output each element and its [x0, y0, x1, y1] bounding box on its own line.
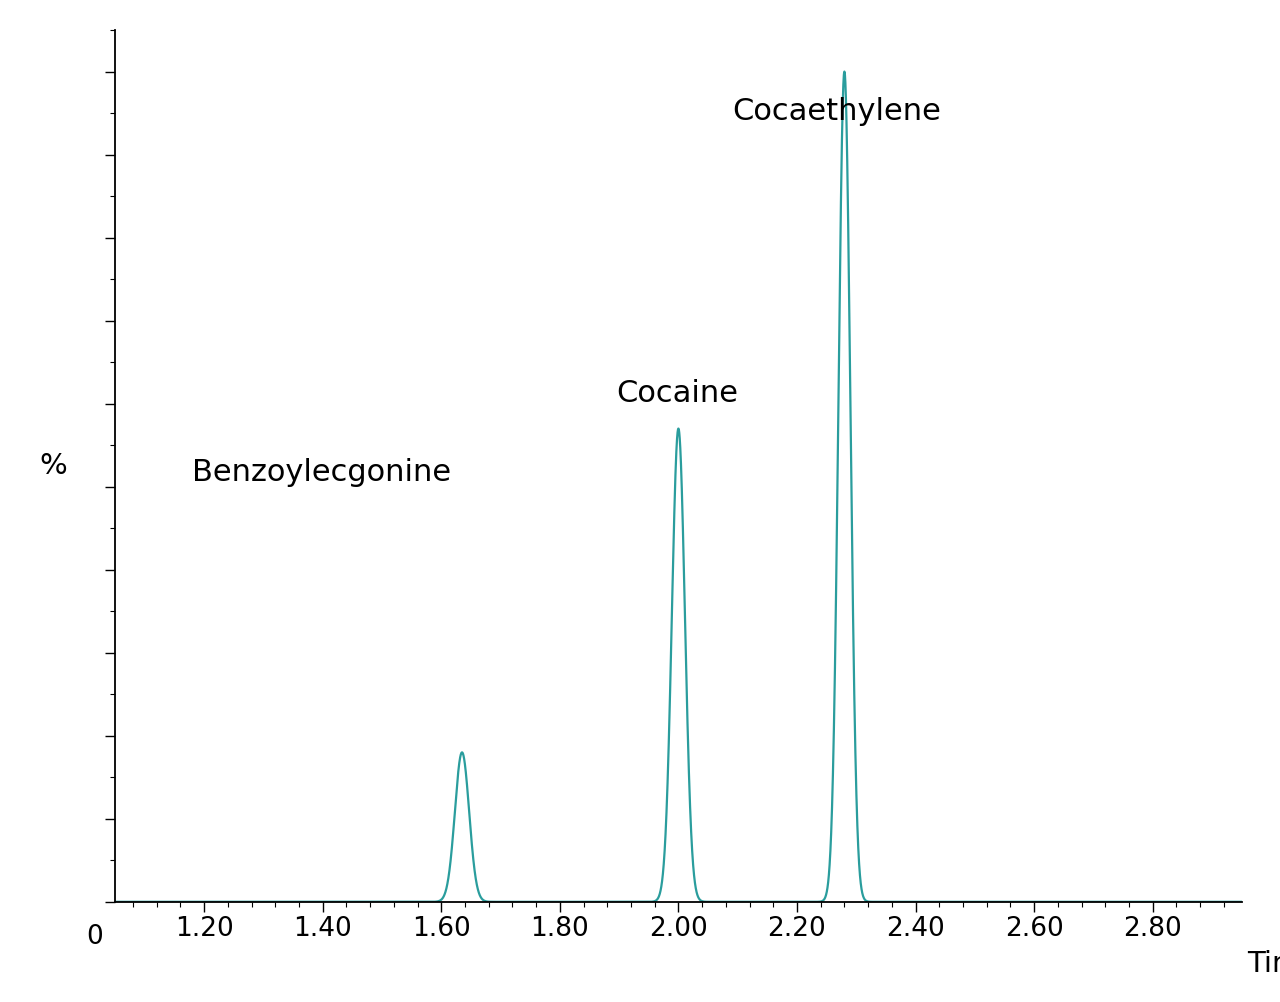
Text: 0: 0: [87, 924, 104, 950]
Text: %: %: [40, 452, 67, 480]
Text: Benzoylecgonine: Benzoylecgonine: [192, 458, 452, 487]
Text: Cocaine: Cocaine: [616, 379, 739, 408]
Text: Cocaethylene: Cocaethylene: [732, 96, 941, 125]
Text: Time: Time: [1247, 950, 1280, 978]
